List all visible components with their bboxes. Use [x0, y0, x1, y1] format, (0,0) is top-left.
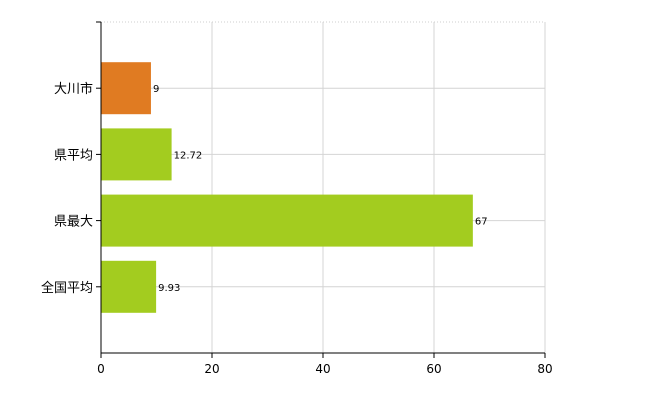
- category-label: 県最大: [54, 215, 93, 230]
- data-label: 12.72: [174, 150, 203, 161]
- bar: [101, 260, 157, 313]
- data-label: 67: [475, 217, 488, 228]
- bar: [101, 62, 151, 115]
- axes: [96, 21, 546, 358]
- bar: [101, 128, 172, 181]
- data-label: 9.93: [158, 283, 180, 294]
- data-label: 9: [153, 84, 159, 95]
- x-tick-label: 20: [204, 362, 219, 376]
- category-label: 大川市: [54, 81, 93, 97]
- grid-lines: [101, 21, 546, 353]
- bars: [101, 62, 473, 313]
- x-tick-label: 80: [537, 362, 552, 376]
- category-label: 県平均: [54, 148, 93, 163]
- x-tick-label: 0: [97, 362, 105, 376]
- bar: [101, 194, 473, 247]
- category-label: 全国平均: [41, 280, 93, 296]
- x-tick-label: 40: [315, 362, 330, 376]
- x-tick-label: 60: [426, 362, 441, 376]
